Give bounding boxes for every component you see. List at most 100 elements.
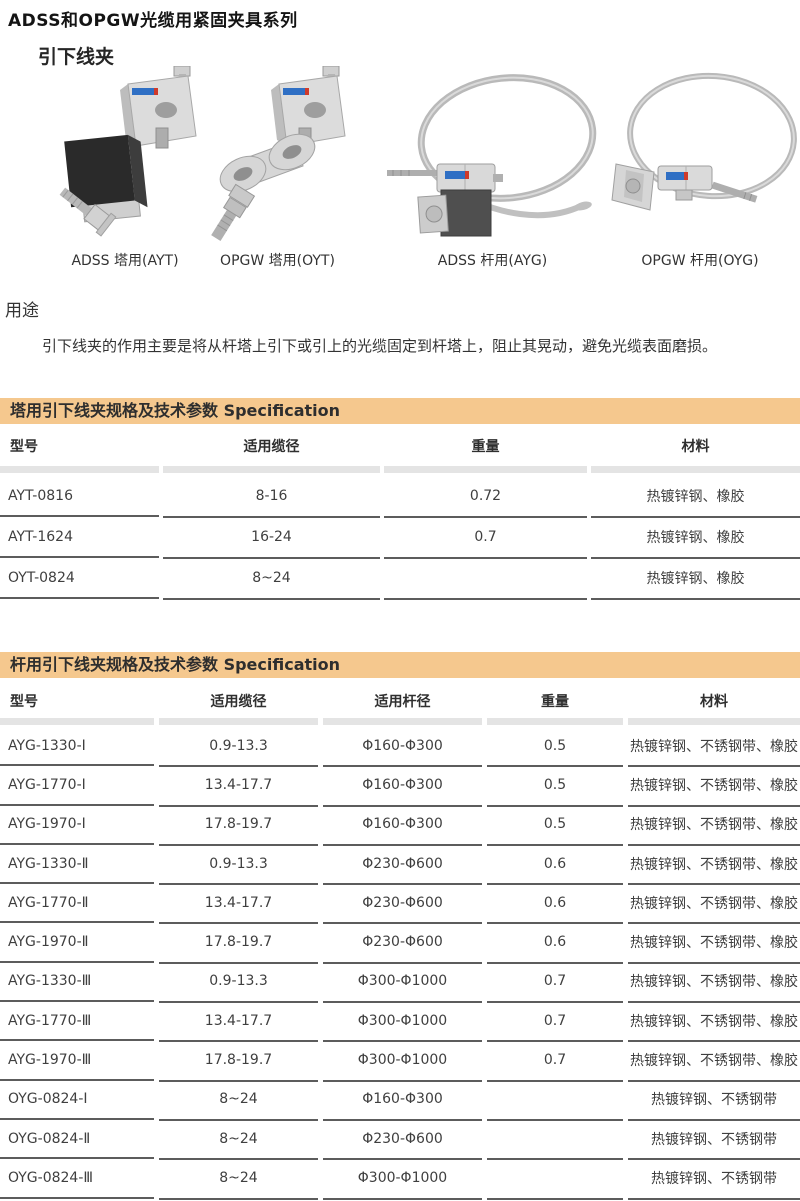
table-cell: AYG-1770-Ⅲ bbox=[0, 1002, 154, 1042]
table-cell: 13.4-17.7 bbox=[159, 1001, 318, 1043]
table-cell: 热镀锌钢、不锈钢带、橡胶 bbox=[628, 922, 800, 964]
product-caption: OPGW 杆用(OYG) bbox=[641, 253, 759, 269]
table-cell: 热镀锌钢、橡胶 bbox=[591, 557, 800, 600]
table1-title-bar: 塔用引下线夹规格及技术参数 Specification bbox=[0, 398, 800, 424]
table-cell: Φ160-Φ300 bbox=[323, 805, 482, 846]
table-cell: 13.4-17.7 bbox=[159, 765, 318, 807]
table-cell: 0.72 bbox=[384, 475, 587, 518]
table-cell: AYG-1970-Ⅱ bbox=[0, 923, 154, 963]
table1-header-underline bbox=[0, 466, 800, 473]
column-header: 适用缆径 bbox=[243, 439, 300, 455]
column-header: 型号 bbox=[10, 694, 38, 710]
table-cell: Φ160-Φ300 bbox=[323, 1080, 482, 1121]
tower-clamp-spec-table: 塔用引下线夹规格及技术参数 Specification 型号 适用缆径 重量 材… bbox=[0, 398, 800, 600]
table-cell: 热镀锌钢、橡胶 bbox=[591, 516, 800, 559]
table-cell: Φ160-Φ300 bbox=[323, 726, 482, 768]
product-caption: ADSS 塔用(AYT) bbox=[71, 253, 179, 269]
table-row: AYG-1970-Ⅰ 17.8-19.7 Φ160-Φ300 0.5 热镀锌钢、不锈钢带… bbox=[0, 805, 800, 846]
table-cell: 0.5 bbox=[487, 805, 623, 846]
table-cell: 0.6 bbox=[487, 883, 623, 925]
table2-body: AYG-1330-Ⅰ 0.9-13.3 Φ160-Φ300 0.5 热镀锌钢、不锈钢带、… bbox=[0, 726, 800, 1200]
column-header: 适用杆径 bbox=[374, 694, 431, 710]
underline-segment bbox=[0, 466, 159, 473]
table-cell: 0.7 bbox=[487, 962, 623, 1004]
table-cell: 热镀锌钢、不锈钢带 bbox=[628, 1119, 800, 1161]
table-cell: 13.4-17.7 bbox=[159, 883, 318, 925]
table-cell: 17.8-19.7 bbox=[159, 1040, 318, 1082]
usage-heading: 用途 bbox=[5, 301, 39, 321]
underline-segment bbox=[163, 466, 380, 473]
adss-tower-clamp-photo bbox=[59, 66, 197, 237]
table-cell: 8~24 bbox=[163, 557, 380, 600]
table-row: OYT-0824 8~24 热镀锌钢、橡胶 bbox=[0, 557, 800, 600]
table-row: OYG-0824-Ⅰ 8~24 Φ160-Φ300 热镀锌钢、不锈钢带 bbox=[0, 1080, 800, 1121]
table-row: AYT-1624 16-24 0.7 热镀锌钢、橡胶 bbox=[0, 516, 800, 559]
table-cell: 0.9-13.3 bbox=[159, 962, 318, 1004]
table-cell: 8~24 bbox=[159, 1119, 318, 1161]
table-cell: 热镀锌钢、不锈钢带、橡胶 bbox=[628, 844, 800, 886]
table-cell: 0.5 bbox=[487, 765, 623, 807]
table-cell: Φ230-Φ600 bbox=[323, 922, 482, 964]
table-cell: AYG-1970-Ⅲ bbox=[0, 1041, 154, 1081]
table-cell: 热镀锌钢、橡胶 bbox=[591, 475, 800, 518]
column-header: 适用缆径 bbox=[210, 694, 267, 710]
adss-pole-clamp-photo bbox=[387, 74, 597, 237]
table2-title-bar: 杆用引下线夹规格及技术参数 Specification bbox=[0, 652, 800, 678]
table-cell bbox=[487, 1158, 623, 1200]
table-cell: Φ230-Φ600 bbox=[323, 844, 482, 886]
opgw-pole-clamp-photo bbox=[611, 72, 797, 211]
table-cell: 热镀锌钢、不锈钢带、橡胶 bbox=[628, 1001, 800, 1043]
product-caption: ADSS 杆用(AYG) bbox=[437, 253, 548, 269]
table-cell: 热镀锌钢、不锈钢带、橡胶 bbox=[628, 1040, 800, 1082]
usage-paragraph: 引下线夹的作用主要是将从杆塔上引下或引上的光缆固定到杆塔上，阻止其晃动，避免光缆… bbox=[42, 337, 718, 355]
table-cell: 16-24 bbox=[163, 516, 380, 559]
table-cell: AYG-1330-Ⅲ bbox=[0, 963, 154, 1003]
table-cell: 17.8-19.7 bbox=[159, 805, 318, 846]
table-cell: 热镀锌钢、不锈钢带 bbox=[628, 1080, 800, 1121]
underline-segment bbox=[159, 718, 318, 725]
table-cell: 热镀锌钢、不锈钢带、橡胶 bbox=[628, 726, 800, 768]
column-header: 材料 bbox=[700, 694, 728, 710]
table-cell: Φ300-Φ1000 bbox=[323, 1001, 482, 1043]
product-figure-adss-tower: ADSS 塔用(AYT) bbox=[40, 66, 210, 270]
table-cell: 0.9-13.3 bbox=[159, 726, 318, 768]
table-row: AYG-1330-Ⅲ 0.9-13.3 Φ300-Φ1000 0.7 热镀锌钢、不锈钢带… bbox=[0, 962, 800, 1004]
table1-body: AYT-0816 8-16 0.72 热镀锌钢、橡胶 AYT-1624 16-24 0.7 热… bbox=[0, 475, 800, 600]
table-cell: AYG-1330-Ⅰ bbox=[0, 727, 154, 767]
table-cell: 0.6 bbox=[487, 922, 623, 964]
table-cell: AYG-1970-Ⅰ bbox=[0, 806, 154, 845]
table-cell: Φ230-Φ600 bbox=[323, 1119, 482, 1161]
table-row: AYG-1970-Ⅱ 17.8-19.7 Φ230-Φ600 0.6 热镀锌钢、不锈钢带… bbox=[0, 922, 800, 964]
table-cell: 热镀锌钢、不锈钢带、橡胶 bbox=[628, 883, 800, 925]
product-figure-opgw-tower: OPGW 塔用(OYT) bbox=[195, 66, 360, 270]
table-cell: 0.6 bbox=[487, 844, 623, 886]
table-row: AYG-1970-Ⅲ 17.8-19.7 Φ300-Φ1000 0.7 热镀锌钢、不锈钢… bbox=[0, 1040, 800, 1082]
table2-header-underline bbox=[0, 718, 800, 725]
column-header: 型号 bbox=[10, 439, 38, 455]
table-cell: Φ300-Φ1000 bbox=[323, 1040, 482, 1082]
table-cell bbox=[487, 1080, 623, 1121]
page-title: ADSS和OPGW光缆用紧固夹具系列 bbox=[8, 11, 298, 31]
table-cell bbox=[384, 557, 587, 600]
table-cell: 0.7 bbox=[487, 1040, 623, 1082]
table-cell: Φ300-Φ1000 bbox=[323, 1158, 482, 1200]
table-cell: OYG-0824-Ⅱ bbox=[0, 1120, 154, 1160]
underline-segment bbox=[591, 466, 800, 473]
product-figure-adss-pole: ADSS 杆用(AYG) bbox=[385, 66, 600, 270]
pole-clamp-spec-table: 杆用引下线夹规格及技术参数 Specification 型号 适用缆径 适用杆径… bbox=[0, 652, 800, 1200]
underline-segment bbox=[487, 718, 623, 725]
table-cell: AYT-1624 bbox=[0, 517, 159, 558]
table-cell: OYG-0824-Ⅲ bbox=[0, 1159, 154, 1199]
underline-segment bbox=[323, 718, 482, 725]
table1-header-row: 型号 适用缆径 重量 材料 bbox=[0, 436, 800, 456]
table-cell: Φ300-Φ1000 bbox=[323, 962, 482, 1004]
table-cell: OYG-0824-Ⅰ bbox=[0, 1081, 154, 1120]
table-cell: OYT-0824 bbox=[0, 558, 159, 599]
table2-header-row: 型号 适用缆径 适用杆径 重量 材料 bbox=[0, 691, 800, 711]
column-header: 重量 bbox=[541, 694, 569, 710]
table-row: AYG-1770-Ⅲ 13.4-17.7 Φ300-Φ1000 0.7 热镀锌钢、不锈钢… bbox=[0, 1001, 800, 1043]
table-cell bbox=[487, 1119, 623, 1161]
underline-segment bbox=[628, 718, 800, 725]
table-row: AYT-0816 8-16 0.72 热镀锌钢、橡胶 bbox=[0, 475, 800, 518]
table-cell: 热镀锌钢、不锈钢带 bbox=[628, 1158, 800, 1200]
